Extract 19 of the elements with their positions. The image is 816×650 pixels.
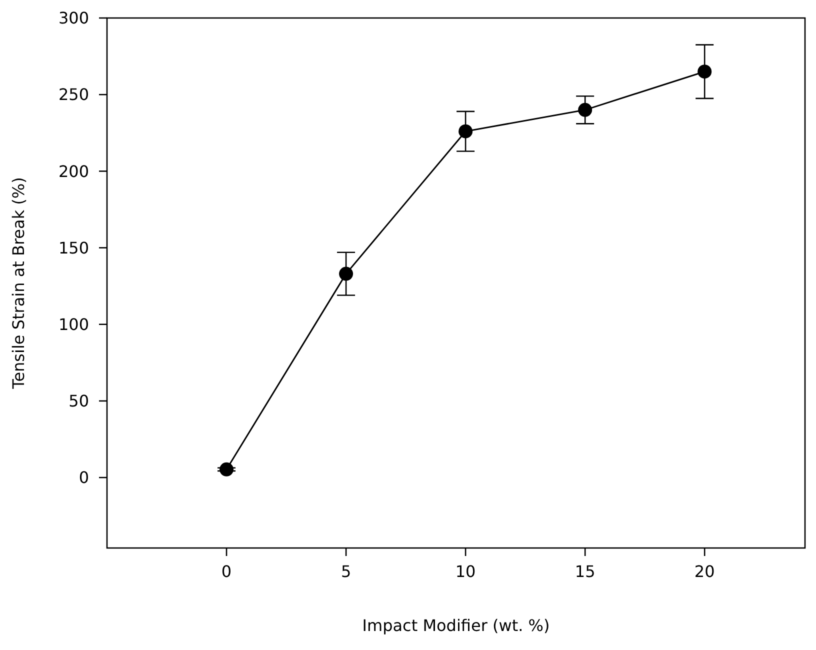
x-tick-label: 15 (574, 562, 596, 581)
point (578, 102, 592, 117)
point (458, 124, 473, 138)
x-tick-label: 10 (455, 562, 476, 581)
y-tick-label: 100 (58, 314, 89, 334)
y-axis-title: Tensile Strain at Break (%) (9, 177, 28, 390)
point (698, 64, 712, 79)
point (339, 266, 354, 281)
x-tick-label: 20 (694, 562, 715, 581)
x-axis-title: Impact Modifier (wt. %) (362, 616, 550, 635)
y-tick-label: 300 (58, 8, 89, 28)
y-tick-label: 200 (58, 162, 89, 181)
x-tick-label: 0 (221, 562, 232, 581)
y-tick-label: 150 (58, 238, 89, 258)
y-tick-label: 0 (78, 468, 89, 488)
x-tick-label: 5 (340, 562, 352, 581)
y-tick-label: 250 (58, 85, 89, 104)
point (220, 462, 234, 476)
y-tick-label: 50 (68, 392, 89, 411)
